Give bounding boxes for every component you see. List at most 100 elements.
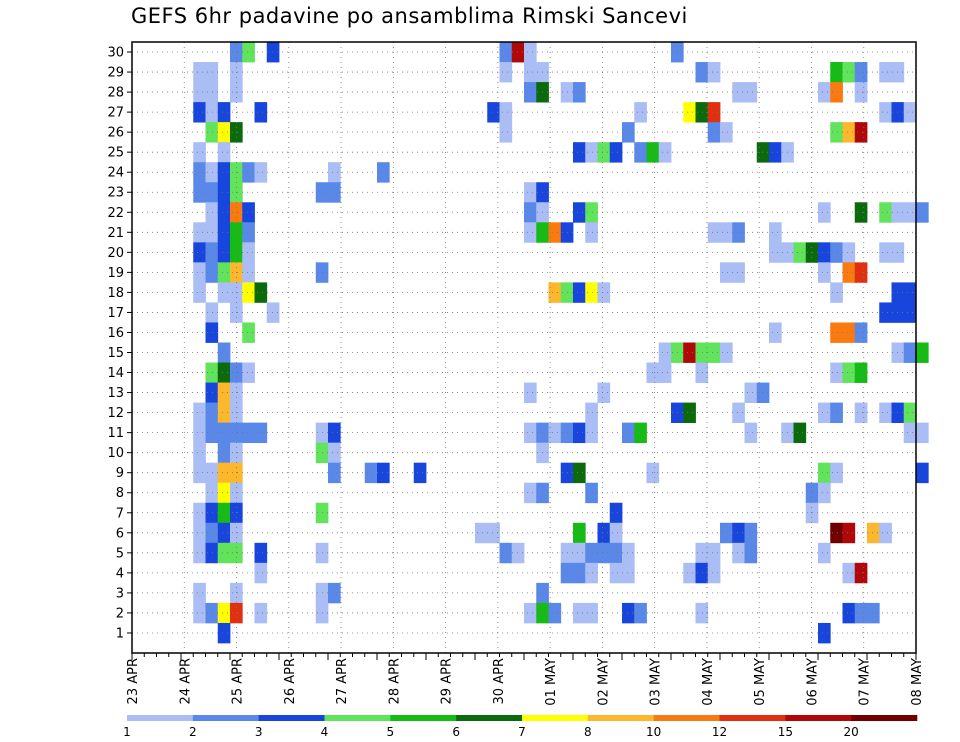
heatmap-cell xyxy=(707,542,721,564)
heatmap-cell xyxy=(720,222,733,243)
heatmap-cell xyxy=(573,142,586,163)
heatmap-cell xyxy=(548,222,562,243)
heatmap-cell xyxy=(658,142,672,163)
heatmap-cell xyxy=(867,602,880,624)
heatmap-cell xyxy=(634,142,647,163)
heatmap-cell xyxy=(573,542,586,564)
heatmap-cell xyxy=(499,102,513,123)
heatmap-cell xyxy=(217,502,231,524)
heatmap-cell xyxy=(609,142,623,163)
heatmap-cell xyxy=(609,542,623,564)
heatmap-cell xyxy=(818,622,831,644)
y-tick-label: 22 xyxy=(107,206,124,221)
heatmap-cell xyxy=(830,242,843,263)
heatmap-cell xyxy=(217,162,231,183)
heatmap-cell xyxy=(854,362,868,383)
heatmap-cell xyxy=(916,422,929,444)
heatmap-cell xyxy=(548,282,562,303)
y-tick-label: 14 xyxy=(107,366,124,381)
heatmap-cell xyxy=(744,382,758,403)
heatmap-cell xyxy=(193,262,206,283)
y-tick-label: 29 xyxy=(107,66,124,81)
heatmap-cell xyxy=(830,282,843,303)
heatmap-cell xyxy=(818,262,831,283)
heatmap-cell xyxy=(793,242,807,263)
heatmap-cell xyxy=(328,162,341,183)
heatmap-cell xyxy=(487,102,500,123)
heatmap-cell xyxy=(830,522,843,544)
heatmap-cell xyxy=(854,602,868,624)
heatmap-cell xyxy=(634,602,647,624)
heatmap-cell xyxy=(193,542,206,564)
colorbar-swatch xyxy=(324,715,391,721)
heatmap-cell xyxy=(769,222,782,243)
heatmap-cell xyxy=(634,422,647,444)
colorbar-swatch xyxy=(522,715,589,721)
y-tick-label: 20 xyxy=(107,246,124,261)
y-tick-label: 8 xyxy=(116,486,124,501)
heatmap-cell xyxy=(830,462,843,484)
colorbar-swatch xyxy=(192,715,259,721)
x-tick-label: 02 MAY xyxy=(596,658,611,706)
heatmap-cell xyxy=(205,82,219,103)
x-tick-label: 28 APR xyxy=(387,658,402,704)
y-tick-label: 5 xyxy=(116,546,124,561)
heatmap-cell xyxy=(217,102,231,123)
heatmap-cell xyxy=(879,242,892,263)
heatmap-cell xyxy=(205,602,219,624)
x-tick-label: 26 APR xyxy=(283,658,298,704)
heatmap-cell xyxy=(242,282,255,303)
heatmap-cell xyxy=(217,622,231,644)
colorbar-label: 7 xyxy=(518,725,526,739)
x-tick-label: 04 MAY xyxy=(701,658,716,706)
heatmap-cell xyxy=(903,282,917,303)
heatmap-cell xyxy=(903,202,917,223)
heatmap-cell xyxy=(205,502,219,524)
x-tick-label: 05 MAY xyxy=(753,658,768,706)
heatmap-cell xyxy=(254,562,268,584)
heatmap-cell xyxy=(695,602,709,624)
y-tick-label: 9 xyxy=(116,466,124,481)
heatmap-cell xyxy=(916,202,929,223)
heatmap-cell xyxy=(217,142,231,163)
heatmap-cell xyxy=(854,322,868,343)
heatmap-cell xyxy=(205,522,219,544)
heatmap-cell xyxy=(756,142,770,163)
colorbar-label: 5 xyxy=(387,725,395,739)
heatmap-cell xyxy=(573,462,586,484)
heatmap-cell xyxy=(217,462,231,484)
y-tick-label: 17 xyxy=(107,306,124,321)
colorbar-label: 12 xyxy=(712,725,727,739)
heatmap-cell xyxy=(499,122,513,143)
heatmap-cell xyxy=(830,122,843,143)
heatmap-cell xyxy=(854,262,868,283)
colorbar-label: 3 xyxy=(255,725,263,739)
heatmap-cell xyxy=(842,522,856,544)
heatmap-cell xyxy=(854,82,868,103)
y-tick-label: 24 xyxy=(107,166,124,181)
colorbar-label: 15 xyxy=(778,725,793,739)
heatmap-cell xyxy=(193,62,206,83)
y-tick-label: 10 xyxy=(107,446,124,461)
heatmap-cell xyxy=(193,102,206,123)
heatmap-cell xyxy=(585,222,598,243)
colorbar-label: 1 xyxy=(123,725,131,739)
x-tick-label: 23 APR xyxy=(126,658,141,704)
heatmap-cell xyxy=(377,162,390,183)
heatmap-cell xyxy=(683,402,696,424)
heatmap-cell xyxy=(683,102,696,123)
heatmap-cell xyxy=(217,402,231,424)
heatmap-cell xyxy=(217,282,231,303)
y-axis: 1234567891011121314151617181920212223242… xyxy=(107,46,132,641)
heatmap-cell xyxy=(867,522,880,544)
heatmap-cell xyxy=(205,302,219,323)
heatmap-cell xyxy=(266,302,280,323)
colorbar-label: 2 xyxy=(189,725,197,739)
heatmap-cell xyxy=(193,502,206,524)
heatmap-cell xyxy=(732,222,745,243)
heatmap-cell xyxy=(548,602,562,624)
colorbar-swatch xyxy=(390,715,457,721)
chart-title: GEFS 6hr padavine po ansamblima Rimski S… xyxy=(131,4,688,28)
colorbar-label: 4 xyxy=(321,725,329,739)
heatmap-cell xyxy=(842,602,856,624)
